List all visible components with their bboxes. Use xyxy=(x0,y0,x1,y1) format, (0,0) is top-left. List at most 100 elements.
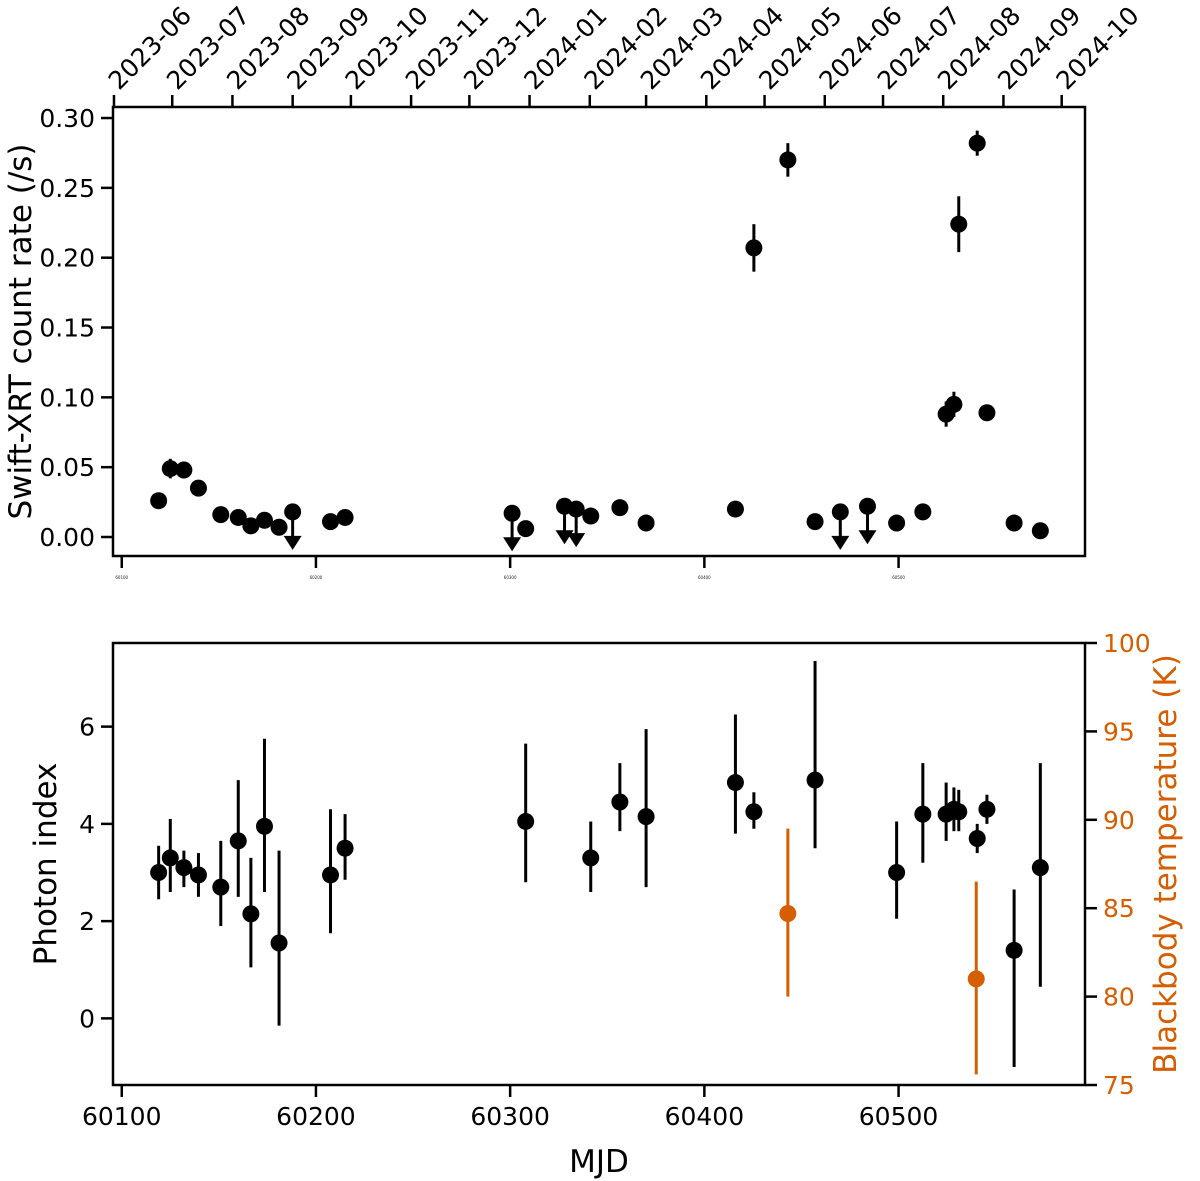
top-y-tick-label: 0.00 xyxy=(39,523,95,552)
temperature-tick-label: 90 xyxy=(1103,806,1135,835)
top-x-tick-tiny-label: 60500 xyxy=(892,575,905,580)
photon-index-tick-label: 4 xyxy=(79,810,95,839)
photon-index-tick-label: 6 xyxy=(79,713,95,742)
photon-index-point xyxy=(726,774,744,792)
photon-index-point xyxy=(270,934,288,952)
photon-index-point xyxy=(978,800,996,818)
count-rate-point xyxy=(726,500,744,518)
mjd-tick-label: 60500 xyxy=(859,1102,939,1131)
down-arrow-icon xyxy=(858,530,877,545)
count-rate-point xyxy=(517,520,535,538)
count-rate-point xyxy=(189,479,207,497)
upper-limit-point xyxy=(503,504,521,522)
bottom-panel-frame xyxy=(111,641,1087,1087)
photon-index-tick-label: 2 xyxy=(79,907,95,936)
count-rate-point xyxy=(1031,522,1049,540)
upper-limit-point xyxy=(858,497,876,515)
count-rate-point xyxy=(582,507,600,525)
down-arrow-icon xyxy=(831,535,850,550)
upper-limit-point xyxy=(284,503,302,521)
photon-index-point xyxy=(637,808,655,826)
count-rate-point xyxy=(779,151,797,169)
count-rate-point xyxy=(637,514,655,532)
photon-index-point xyxy=(888,864,906,882)
photon-index-point xyxy=(745,803,763,821)
photon-index-point xyxy=(582,849,600,867)
photon-index-tick-label: 0 xyxy=(79,1004,95,1033)
count-rate-point xyxy=(968,134,986,152)
down-arrow-icon xyxy=(567,533,586,548)
count-rate-point xyxy=(229,508,247,526)
count-rate-point xyxy=(611,499,629,517)
count-rate-point xyxy=(242,517,260,535)
bottom-xlabel: MJD xyxy=(569,1144,629,1180)
top-x-tick-tiny-label: 60400 xyxy=(698,575,711,580)
count-rate-point xyxy=(806,513,824,531)
blackbody-temperature-point xyxy=(779,905,797,923)
photon-index-point xyxy=(1005,941,1023,959)
bottom-ylabel-right: Blackbody temperature (K) xyxy=(1148,654,1184,1074)
photon-index-point xyxy=(242,905,260,923)
count-rate-point xyxy=(1005,514,1023,532)
top-y-tick-label: 0.05 xyxy=(39,453,95,482)
count-rate-point xyxy=(175,461,193,479)
bottom-ylabel-left: Photon index xyxy=(28,763,64,966)
count-rate-point xyxy=(255,511,273,529)
photon-index-point xyxy=(212,878,230,896)
count-rate-point xyxy=(888,514,906,532)
photon-index-point xyxy=(611,793,629,811)
top-x-tick-tiny-label: 60300 xyxy=(504,575,517,580)
temperature-tick-label: 100 xyxy=(1103,629,1151,658)
photon-index-point xyxy=(517,812,535,830)
temperature-tick-label: 95 xyxy=(1103,717,1135,746)
count-rate-point xyxy=(336,508,354,526)
mjd-tick-label: 60200 xyxy=(276,1102,356,1131)
upper-limit-point xyxy=(831,503,849,521)
top-x-tick-tiny-label: 60100 xyxy=(115,575,128,580)
blackbody-temperature-point xyxy=(967,970,985,988)
top-y-tick-label: 0.20 xyxy=(39,244,95,273)
top-y-tick-label: 0.10 xyxy=(39,383,95,412)
count-rate-point xyxy=(322,513,340,531)
photon-index-point xyxy=(189,866,207,884)
count-rate-point xyxy=(150,492,168,510)
photon-index-point xyxy=(914,805,932,823)
down-arrow-icon xyxy=(283,535,302,550)
count-rate-point xyxy=(745,239,763,257)
down-arrow-icon xyxy=(503,537,522,552)
count-rate-point xyxy=(950,215,968,233)
count-rate-point xyxy=(914,503,932,521)
count-rate-point xyxy=(270,518,288,536)
photon-index-point xyxy=(806,771,824,789)
count-rate-point xyxy=(212,506,230,524)
temperature-tick-label: 75 xyxy=(1103,1071,1135,1100)
top-ylabel: Swift-XRT count rate (/s) xyxy=(3,143,39,519)
temperature-tick-label: 80 xyxy=(1103,983,1135,1012)
mjd-tick-label: 60400 xyxy=(665,1102,745,1131)
upper-limit-point xyxy=(567,500,585,518)
photon-index-point xyxy=(255,817,273,835)
bottom-panel-content: 0 2 4 6 75 80 85 90 95 100 60100 60200 60300 60400 605… xyxy=(79,629,1151,1131)
top-y-tick-label: 0.30 xyxy=(39,104,95,133)
photon-index-point xyxy=(161,849,179,867)
photon-index-point xyxy=(950,803,968,821)
photon-index-point xyxy=(229,832,247,850)
photon-index-point xyxy=(175,859,193,877)
mjd-tick-label: 60100 xyxy=(82,1102,162,1131)
mjd-tick-label: 60300 xyxy=(470,1102,550,1131)
photon-index-point xyxy=(968,829,986,847)
top-panel-frame xyxy=(111,105,1087,558)
bottom-panel: 0 2 4 6 75 80 85 90 95 100 60100 60200 60300 60400 605… xyxy=(28,629,1184,1180)
count-rate-point xyxy=(945,395,963,413)
photon-index-point xyxy=(322,866,340,884)
photon-index-point xyxy=(336,839,354,857)
top-y-tick-label: 0.15 xyxy=(39,314,95,343)
photon-index-point xyxy=(1031,859,1049,877)
photon-index-point xyxy=(150,864,168,882)
count-rate-point xyxy=(161,460,179,478)
count-rate-point xyxy=(978,404,996,422)
temperature-tick-label: 85 xyxy=(1103,894,1135,923)
